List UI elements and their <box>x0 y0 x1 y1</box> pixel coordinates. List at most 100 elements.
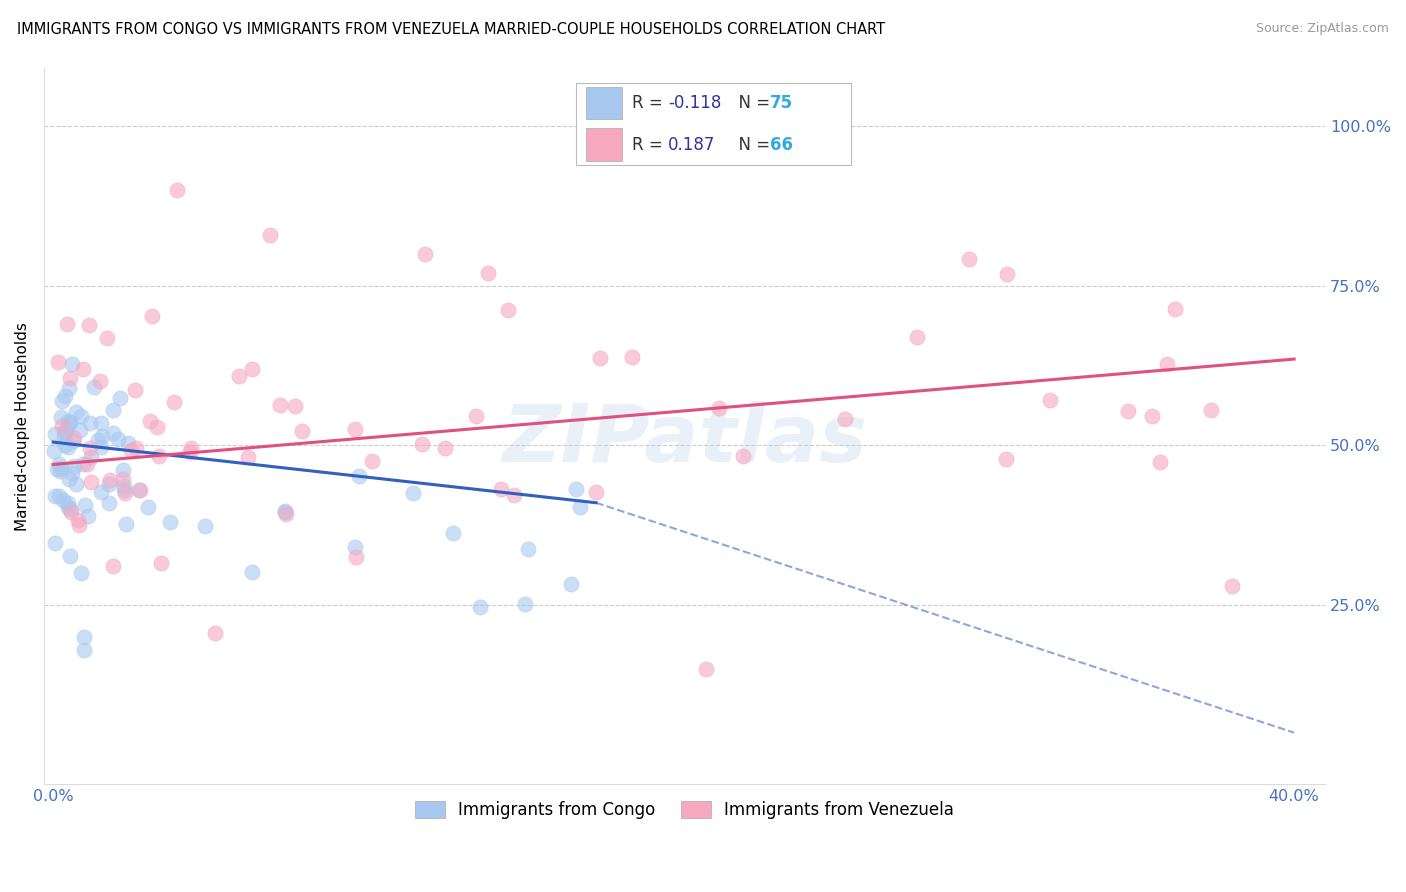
Text: N =: N = <box>728 95 776 112</box>
Point <box>58 441 80 455</box>
Point <box>58 382 80 396</box>
Point <box>79 441 101 455</box>
Point <box>56 500 79 514</box>
Point <box>179 445 201 459</box>
Point <box>124 384 146 398</box>
Point <box>228 369 250 384</box>
Text: R =: R = <box>631 95 668 112</box>
Point <box>620 351 643 365</box>
Point <box>834 412 856 426</box>
Point <box>347 469 370 483</box>
Bar <box>586 128 621 161</box>
Point <box>146 420 169 434</box>
Point <box>434 441 457 455</box>
Point <box>166 183 188 197</box>
Point <box>465 409 488 423</box>
Point <box>56 414 79 428</box>
Point <box>45 462 67 476</box>
Point <box>343 540 366 554</box>
Point <box>513 597 536 611</box>
Point <box>569 500 592 514</box>
Point <box>344 550 367 565</box>
Point <box>995 268 1018 282</box>
Point <box>1116 404 1139 418</box>
Text: 0.187: 0.187 <box>668 136 716 153</box>
Point <box>51 461 73 475</box>
Bar <box>586 87 621 120</box>
Point <box>60 505 83 519</box>
Point <box>96 331 118 345</box>
Point <box>101 558 124 573</box>
Text: R =: R = <box>631 136 668 153</box>
Point <box>51 418 73 433</box>
Point <box>75 498 97 512</box>
Point <box>44 489 66 503</box>
Point <box>695 662 717 676</box>
Point <box>1140 409 1163 423</box>
Text: IMMIGRANTS FROM CONGO VS IMMIGRANTS FROM VENEZUELA MARRIED-COUPLE HOUSEHOLDS COR: IMMIGRANTS FROM CONGO VS IMMIGRANTS FROM… <box>17 22 884 37</box>
Point <box>53 438 76 452</box>
Point <box>46 354 69 368</box>
Point <box>59 549 82 564</box>
Text: -0.118: -0.118 <box>668 95 721 112</box>
Point <box>957 252 980 266</box>
Point <box>284 399 307 413</box>
Point <box>89 374 111 388</box>
Point <box>411 437 433 451</box>
Point <box>141 309 163 323</box>
Point <box>148 450 170 464</box>
Point <box>1199 402 1222 417</box>
Point <box>69 409 91 424</box>
Point <box>90 484 112 499</box>
Point <box>98 473 121 487</box>
Text: Source: ZipAtlas.com: Source: ZipAtlas.com <box>1256 22 1389 36</box>
Point <box>98 477 121 491</box>
Point <box>48 489 70 503</box>
Point <box>59 501 82 516</box>
Point <box>731 449 754 463</box>
Point <box>274 504 297 518</box>
Point <box>496 302 519 317</box>
Point <box>58 417 80 431</box>
Point <box>56 496 79 510</box>
Point <box>468 599 491 614</box>
Point <box>59 415 82 429</box>
Point <box>995 452 1018 467</box>
Point <box>58 472 80 486</box>
Legend: Immigrants from Congo, Immigrants from Venezuela: Immigrants from Congo, Immigrants from V… <box>409 794 960 825</box>
Point <box>159 515 181 529</box>
Point <box>87 433 110 447</box>
Point <box>163 394 186 409</box>
Point <box>112 483 135 497</box>
Point <box>76 457 98 471</box>
Point <box>69 423 91 437</box>
Point <box>443 526 465 541</box>
Point <box>194 518 217 533</box>
Point <box>115 517 138 532</box>
Point <box>62 434 84 449</box>
Point <box>76 508 98 523</box>
Point <box>90 440 112 454</box>
Point <box>90 417 112 431</box>
Point <box>112 472 135 486</box>
Point <box>60 466 83 480</box>
Point <box>139 414 162 428</box>
Point <box>489 482 512 496</box>
Point <box>259 227 281 242</box>
Point <box>59 370 82 384</box>
Point <box>111 463 134 477</box>
Point <box>53 428 76 442</box>
Point <box>516 542 538 557</box>
Point <box>44 427 66 442</box>
Point <box>48 457 70 471</box>
Point <box>65 476 87 491</box>
Point <box>343 422 366 436</box>
Point <box>402 485 425 500</box>
Point <box>236 450 259 464</box>
Point <box>1149 454 1171 468</box>
Point <box>70 566 93 580</box>
Point <box>361 454 384 468</box>
Point <box>73 630 96 644</box>
Point <box>72 361 94 376</box>
Point <box>53 424 76 438</box>
